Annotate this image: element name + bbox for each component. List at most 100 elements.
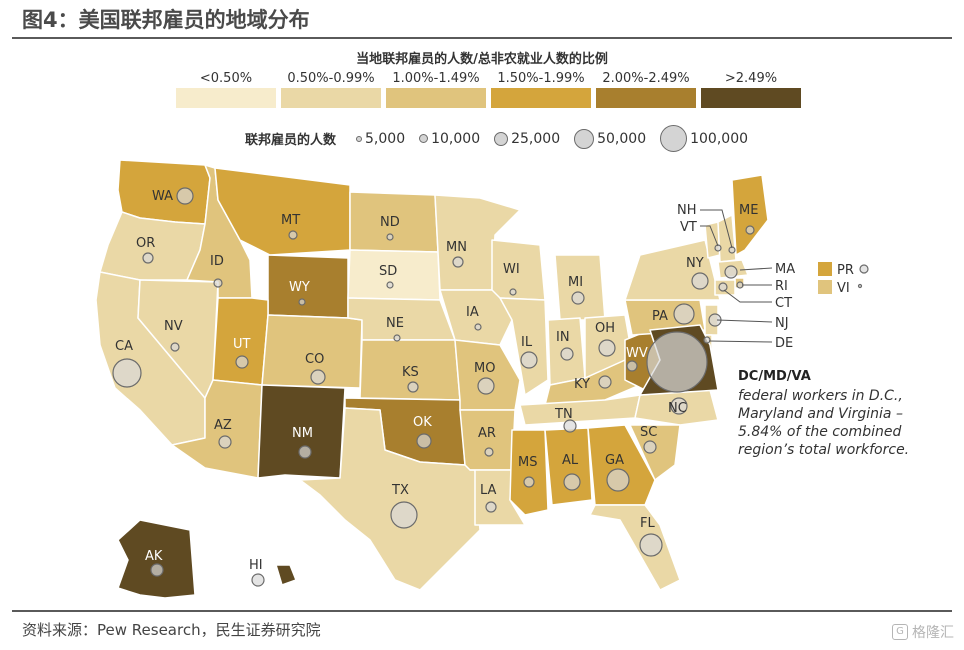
bubble-nj — [708, 313, 722, 327]
bubble-ga — [606, 468, 630, 492]
label-vi: VI — [837, 281, 850, 296]
label-or: OR — [136, 236, 155, 251]
state-shape-pa — [624, 299, 706, 336]
bubble-de — [703, 336, 711, 344]
label-la: LA — [480, 483, 497, 498]
size-legend-item: 50,000 — [574, 128, 646, 149]
label-id: ID — [210, 254, 224, 269]
bubble-ms — [523, 476, 535, 488]
bubble-pr — [859, 264, 869, 274]
watermark: G 格隆汇 — [892, 622, 954, 642]
pr-swatch — [818, 262, 832, 276]
label-nh: NH — [677, 203, 697, 218]
state-shape-nm — [257, 384, 346, 479]
state-shape-co — [261, 314, 363, 389]
label-mo: MO — [474, 361, 495, 376]
leader-nh — [700, 209, 733, 249]
size-legend-label: 5,000 — [365, 130, 406, 147]
bubble-dcmdva — [646, 331, 708, 393]
size-legend-label: 100,000 — [690, 130, 749, 147]
bubble-in — [560, 347, 574, 361]
bubble-nm — [298, 445, 312, 459]
bubble-ut — [235, 355, 249, 369]
bubble-nc — [670, 397, 688, 415]
state-shape-ky — [544, 359, 641, 406]
bubble-ia — [474, 323, 482, 331]
label-nc: NC — [668, 401, 687, 416]
label-wi: WI — [503, 262, 520, 277]
legend-label: <0.50% — [199, 71, 253, 86]
label-nd: ND — [380, 215, 400, 230]
state-shape-nh — [717, 214, 737, 263]
bubble-nv — [170, 342, 180, 352]
bubble-sd — [386, 281, 394, 289]
label-fl: FL — [640, 516, 655, 531]
bubble-me — [745, 225, 755, 235]
annotation-line: 5.84% of the combined — [738, 424, 901, 440]
state-shape-ny — [624, 239, 721, 301]
bubble-nh — [728, 246, 736, 254]
state-shape-wa — [117, 159, 211, 225]
legend-swatch — [491, 88, 591, 108]
legend-swatch — [281, 88, 381, 108]
state-shape-ia — [439, 289, 513, 346]
bubble-ca — [112, 358, 142, 388]
label-vt: VT — [680, 220, 697, 235]
label-ne: NE — [386, 316, 404, 331]
state-shape-ks — [359, 339, 461, 401]
bubble-sc — [643, 440, 657, 454]
size-legend-label: 10,000 — [431, 130, 481, 147]
label-ct: CT — [775, 296, 792, 311]
bubble-pa — [673, 303, 695, 325]
state-shape-hi — [275, 564, 297, 586]
size-legend-item: 10,000 — [419, 131, 480, 147]
size-circle-icon — [356, 135, 363, 142]
legend-label: >2.49% — [724, 71, 778, 86]
label-tx: TX — [391, 483, 409, 498]
state-shape-ct — [714, 279, 736, 296]
label-sd: SD — [379, 264, 397, 279]
state-shape-ri — [734, 277, 745, 289]
label-ok: OK — [413, 415, 432, 430]
watermark-logo-icon: G — [892, 624, 908, 640]
bubble-ma — [724, 265, 738, 279]
legend-item: 1.00%-1.49% — [386, 70, 486, 108]
state-shape-nv — [137, 279, 219, 399]
label-ga: GA — [605, 453, 624, 468]
bubble-ne — [393, 334, 401, 342]
label-wv: WV — [626, 346, 648, 361]
legend-title: 当地联邦雇员的人数/总非农就业人数的比例 — [356, 52, 608, 67]
legend-item: 0.50%-0.99% — [281, 70, 381, 108]
bubble-or — [142, 252, 154, 264]
state-shape-mt — [214, 167, 351, 256]
watermark-text: 格隆汇 — [912, 625, 954, 641]
legend-item: <0.50% — [176, 70, 276, 108]
size-legend-item: 5,000 — [356, 131, 405, 147]
state-shape-wv — [624, 329, 661, 391]
leader-ct — [723, 289, 772, 303]
annotation-line: Maryland and Virginia – — [738, 406, 903, 422]
state-shape-sc — [629, 424, 681, 481]
state-shape-oh — [584, 314, 633, 379]
legend-swatch — [701, 88, 801, 108]
label-hi: HI — [249, 558, 263, 573]
title-rule — [12, 37, 952, 39]
label-co: CO — [305, 352, 324, 367]
label-sc: SC — [640, 425, 657, 440]
label-ia: IA — [466, 305, 479, 320]
leader-ma — [739, 267, 773, 271]
bubble-co — [310, 369, 326, 385]
label-pr: PR — [837, 263, 854, 278]
size-circle-icon — [419, 134, 429, 143]
size-legend-item: 100,000 — [660, 125, 748, 152]
label-in: IN — [556, 330, 570, 345]
bubble-ny — [691, 272, 709, 290]
bubble-az — [218, 435, 232, 449]
state-shape-ca — [95, 271, 206, 446]
figure-title: 图4：美国联邦雇员的地域分布 — [22, 8, 310, 32]
state-shape-al — [544, 427, 593, 506]
label-oh: OH — [595, 321, 615, 336]
bubble-ky — [598, 375, 612, 389]
label-az: AZ — [214, 418, 232, 433]
label-ky: KY — [574, 377, 590, 392]
